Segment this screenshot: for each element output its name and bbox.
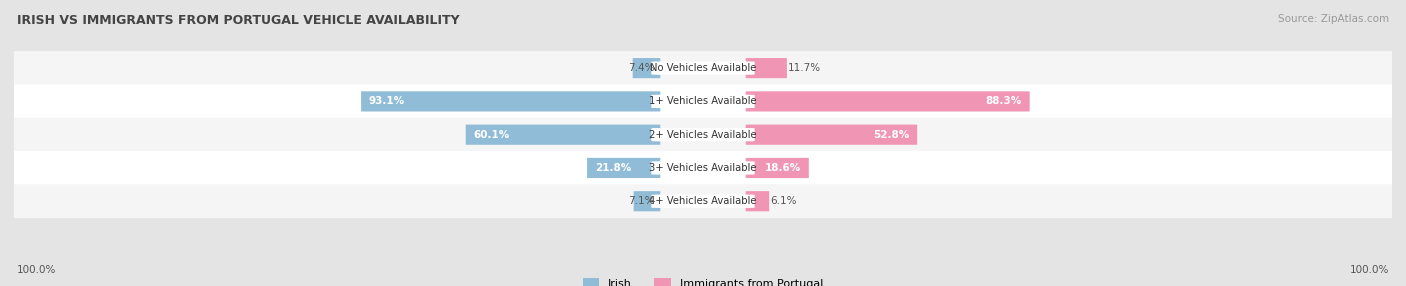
FancyBboxPatch shape xyxy=(361,91,661,112)
FancyBboxPatch shape xyxy=(465,125,661,145)
FancyBboxPatch shape xyxy=(634,191,661,211)
Text: 88.3%: 88.3% xyxy=(986,96,1022,106)
FancyBboxPatch shape xyxy=(651,161,755,175)
Text: 1+ Vehicles Available: 1+ Vehicles Available xyxy=(650,96,756,106)
Text: 6.1%: 6.1% xyxy=(770,196,797,206)
FancyBboxPatch shape xyxy=(651,128,755,141)
Text: 93.1%: 93.1% xyxy=(368,96,405,106)
FancyBboxPatch shape xyxy=(7,118,1399,152)
Text: 21.8%: 21.8% xyxy=(595,163,631,173)
Text: 7.4%: 7.4% xyxy=(628,63,655,73)
FancyBboxPatch shape xyxy=(633,58,661,78)
Text: 4+ Vehicles Available: 4+ Vehicles Available xyxy=(650,196,756,206)
Text: 52.8%: 52.8% xyxy=(873,130,910,140)
Text: 18.6%: 18.6% xyxy=(765,163,801,173)
FancyBboxPatch shape xyxy=(7,51,1399,85)
FancyBboxPatch shape xyxy=(745,158,808,178)
Text: 100.0%: 100.0% xyxy=(17,265,56,275)
Text: IRISH VS IMMIGRANTS FROM PORTUGAL VEHICLE AVAILABILITY: IRISH VS IMMIGRANTS FROM PORTUGAL VEHICL… xyxy=(17,14,460,27)
FancyBboxPatch shape xyxy=(651,61,755,75)
Legend: Irish, Immigrants from Portugal: Irish, Immigrants from Portugal xyxy=(578,274,828,286)
FancyBboxPatch shape xyxy=(7,184,1399,218)
FancyBboxPatch shape xyxy=(651,95,755,108)
FancyBboxPatch shape xyxy=(651,194,755,208)
FancyBboxPatch shape xyxy=(745,91,1029,112)
FancyBboxPatch shape xyxy=(7,151,1399,185)
Text: 7.1%: 7.1% xyxy=(628,196,655,206)
FancyBboxPatch shape xyxy=(588,158,661,178)
Text: 100.0%: 100.0% xyxy=(1350,265,1389,275)
FancyBboxPatch shape xyxy=(7,84,1399,118)
Text: 2+ Vehicles Available: 2+ Vehicles Available xyxy=(650,130,756,140)
Text: 11.7%: 11.7% xyxy=(789,63,821,73)
Text: 3+ Vehicles Available: 3+ Vehicles Available xyxy=(650,163,756,173)
FancyBboxPatch shape xyxy=(745,191,769,211)
FancyBboxPatch shape xyxy=(745,58,787,78)
FancyBboxPatch shape xyxy=(745,125,917,145)
Text: Source: ZipAtlas.com: Source: ZipAtlas.com xyxy=(1278,14,1389,24)
Text: 60.1%: 60.1% xyxy=(474,130,509,140)
Text: No Vehicles Available: No Vehicles Available xyxy=(650,63,756,73)
